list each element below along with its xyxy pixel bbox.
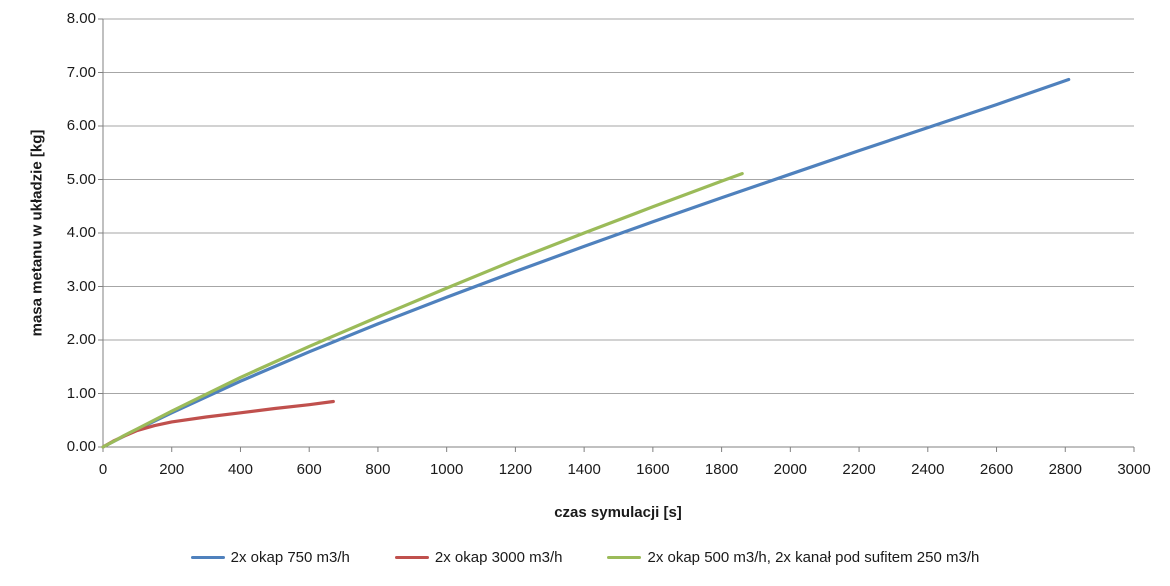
x-tick-label: 1600 — [636, 461, 670, 478]
x-tick-label: 400 — [227, 461, 253, 478]
x-tick-label: 2200 — [842, 461, 876, 478]
y-tick-label: 6.00 — [66, 117, 96, 134]
legend-item: 2x okap 500 m3/h, 2x kanał pod sufitem 2… — [607, 549, 979, 566]
series-line-1 — [101, 77, 1071, 449]
y-tick-label: 5.00 — [66, 170, 96, 188]
y-tick-label: 8.00 — [66, 10, 96, 27]
y-tick-label: 4.00 — [66, 224, 96, 241]
legend-item: 2x okap 750 m3/h — [190, 549, 350, 566]
series-line-3 — [101, 172, 744, 449]
x-tick-label: 1800 — [704, 461, 739, 478]
x-tick-label: 800 — [365, 461, 391, 478]
x-tick-label: 2400 — [911, 461, 945, 478]
x-tick-label: 600 — [296, 461, 322, 478]
legend-label: 2x okap 750 m3/h — [230, 549, 350, 566]
x-tick-label: 2800 — [1048, 461, 1082, 478]
x-tick-label: 2000 — [773, 461, 808, 478]
legend: 2x okap 750 m3/h 2x okap 3000 m3/h 2x okap… — [0, 549, 1170, 566]
y-tick-label: 2.00 — [66, 331, 96, 348]
legend-item: 2x okap 3000 m3/h — [394, 549, 563, 566]
x-tick-label: 1200 — [498, 461, 533, 478]
x-tick-label: 3000 — [1117, 461, 1151, 478]
legend-swatch-line — [607, 556, 642, 559]
x-tick-label: 200 — [159, 461, 185, 478]
y-tick-label: 7.00 — [66, 63, 96, 81]
legend-label: 2x okap 3000 m3/h — [434, 549, 563, 566]
legend-swatch-line — [394, 556, 429, 559]
x-axis-title: czas symulacji [s] — [554, 504, 682, 521]
x-tick-label: 1000 — [429, 461, 464, 478]
series-line-2 — [101, 399, 335, 449]
x-tick-label: 2600 — [979, 461, 1014, 478]
y-tick-label: 1.00 — [66, 384, 96, 402]
x-tick-label: 0 — [98, 461, 108, 478]
x-tick-label: 1400 — [567, 461, 601, 478]
legend-swatch-line — [190, 556, 225, 559]
y-tick-label: 0.00 — [66, 438, 96, 455]
y-tick-label: 3.00 — [66, 277, 96, 295]
legend-label: 2x okap 500 m3/h, 2x kanał pod sufitem 2… — [647, 549, 980, 566]
